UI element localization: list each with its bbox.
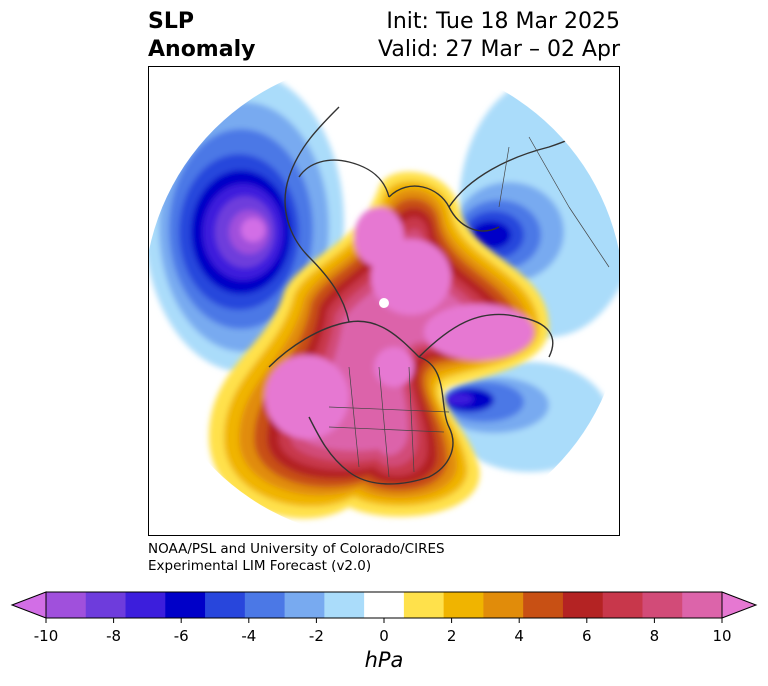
atlantic-low-anomaly bbox=[439, 362, 609, 472]
init-date: Init: Tue 18 Mar 2025 bbox=[386, 9, 620, 34]
colorbar-cell bbox=[205, 592, 246, 618]
valid-range: Valid: 27 Mar – 02 Apr bbox=[378, 37, 620, 62]
colorbar-cell bbox=[523, 592, 564, 618]
anomaly-map bbox=[148, 66, 620, 536]
colorbar-cell bbox=[324, 592, 365, 618]
colorbar-cell bbox=[244, 592, 286, 618]
colorbar-cell bbox=[165, 592, 206, 618]
colorbar-tick-label: 6 bbox=[582, 627, 592, 645]
colorbar-cells bbox=[10, 591, 758, 619]
anomaly-map-svg bbox=[149, 72, 619, 519]
colorbar-tick-label: -10 bbox=[34, 627, 59, 645]
colorbar-unit-label: hPa bbox=[364, 648, 404, 672]
colorbar-extend-min bbox=[10, 591, 47, 619]
colorbar-cell bbox=[562, 592, 604, 618]
country-borders bbox=[328, 136, 610, 478]
colorbar-cell bbox=[642, 592, 683, 618]
colorbar-tick-label: -2 bbox=[309, 627, 324, 645]
colorbar-tick-label: -6 bbox=[174, 627, 189, 645]
colorbar-tick-label: 10 bbox=[712, 627, 731, 645]
title-variable: SLP bbox=[148, 9, 194, 34]
credit-line-1: NOAA/PSL and University of Colorado/CIRE… bbox=[148, 541, 445, 557]
colorbar-cell bbox=[125, 592, 166, 618]
colorbar-cell bbox=[602, 592, 643, 618]
colorbar-ticks: -10 -8 -6 -4 -2 0 2 4 6 8 10 bbox=[34, 618, 732, 645]
colorbar-tick-label: 4 bbox=[514, 627, 524, 645]
colorbar-tick-label: 2 bbox=[447, 627, 457, 645]
credit-line-2: Experimental LIM Forecast (v2.0) bbox=[148, 558, 372, 574]
colorbar: -10 -8 -6 -4 -2 0 2 4 6 8 10 bbox=[10, 591, 758, 645]
colorbar-cell bbox=[682, 592, 723, 618]
arctic-high-anomaly bbox=[209, 171, 549, 519]
coastlines bbox=[268, 106, 610, 485]
colorbar-cell bbox=[85, 592, 127, 618]
data-credit: NOAA/PSL and University of Colorado/CIRE… bbox=[148, 541, 445, 575]
colorbar-tick-label: 8 bbox=[650, 627, 660, 645]
colorbar-cell bbox=[483, 592, 524, 618]
colorbar-tick-label: -8 bbox=[106, 627, 121, 645]
colorbar-tick-label: -4 bbox=[241, 627, 256, 645]
title-variable-anomaly: Anomaly bbox=[148, 37, 256, 62]
colorbar-extend-max bbox=[721, 591, 758, 619]
north-pole-marker bbox=[379, 298, 389, 308]
colorbar-cell bbox=[403, 592, 445, 618]
forecast-dates: Init: Tue 18 Mar 2025 Valid: 27 Mar – 02… bbox=[378, 8, 620, 64]
colorbar-tick-label: 0 bbox=[379, 627, 389, 645]
colorbar-cell bbox=[46, 592, 87, 618]
colorbar-cell bbox=[364, 592, 405, 618]
colorbar-cell bbox=[284, 592, 325, 618]
map-title: SLP Anomaly bbox=[148, 8, 255, 64]
colorbar-cell bbox=[443, 592, 484, 618]
